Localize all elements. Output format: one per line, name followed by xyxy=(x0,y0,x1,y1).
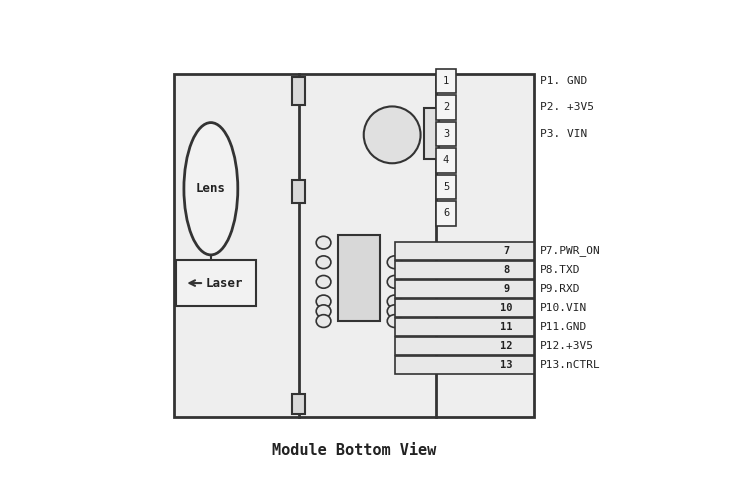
Text: P2. +3V5: P2. +3V5 xyxy=(540,102,594,113)
Bar xyxy=(292,180,305,204)
Text: P11.GND: P11.GND xyxy=(540,322,587,332)
Bar xyxy=(436,122,456,146)
Text: 4: 4 xyxy=(443,156,449,166)
Text: 9: 9 xyxy=(503,284,509,294)
Text: 11: 11 xyxy=(500,322,512,332)
Text: Laser: Laser xyxy=(206,276,244,289)
Ellipse shape xyxy=(387,305,402,318)
Ellipse shape xyxy=(387,276,402,288)
Bar xyxy=(436,148,456,172)
Bar xyxy=(394,356,534,374)
Bar xyxy=(174,74,534,416)
Ellipse shape xyxy=(387,256,402,268)
Bar xyxy=(436,68,456,93)
Bar xyxy=(394,299,534,317)
Text: Module Bottom View: Module Bottom View xyxy=(272,444,436,458)
Text: P3. VIN: P3. VIN xyxy=(540,129,587,139)
Bar xyxy=(436,95,456,120)
Text: 7: 7 xyxy=(503,246,509,256)
Ellipse shape xyxy=(387,295,402,308)
Bar xyxy=(436,201,456,226)
Text: P8.TXD: P8.TXD xyxy=(540,265,580,275)
Bar xyxy=(394,318,534,336)
Ellipse shape xyxy=(316,276,331,288)
Text: P13.nCTRL: P13.nCTRL xyxy=(540,360,601,370)
Ellipse shape xyxy=(316,305,331,318)
Ellipse shape xyxy=(316,295,331,308)
Text: P9.RXD: P9.RXD xyxy=(540,284,580,294)
Text: P7.PWR_ON: P7.PWR_ON xyxy=(540,246,601,256)
Text: 8: 8 xyxy=(503,265,509,275)
Ellipse shape xyxy=(184,122,238,255)
Bar xyxy=(292,394,305,414)
Bar xyxy=(436,174,456,199)
Bar xyxy=(394,280,534,298)
Bar xyxy=(338,236,380,321)
Bar xyxy=(394,242,534,260)
Text: 3: 3 xyxy=(443,129,449,139)
Text: 2: 2 xyxy=(443,102,449,113)
Bar xyxy=(394,337,534,355)
Bar xyxy=(176,260,256,306)
Text: 6: 6 xyxy=(443,208,449,218)
Text: 5: 5 xyxy=(443,182,449,192)
Bar xyxy=(292,77,305,106)
Text: 1: 1 xyxy=(443,76,449,86)
Bar xyxy=(394,261,534,279)
Text: Lens: Lens xyxy=(196,182,226,195)
Text: P10.VIN: P10.VIN xyxy=(540,303,587,313)
Text: P1. GND: P1. GND xyxy=(540,76,587,86)
Text: 13: 13 xyxy=(500,360,512,370)
Ellipse shape xyxy=(316,314,331,328)
Ellipse shape xyxy=(316,236,331,249)
Circle shape xyxy=(364,106,421,164)
Ellipse shape xyxy=(316,256,331,268)
Bar xyxy=(424,108,439,160)
Text: P12.+3V5: P12.+3V5 xyxy=(540,342,594,351)
Text: 10: 10 xyxy=(500,303,512,313)
Ellipse shape xyxy=(387,314,402,328)
Text: 12: 12 xyxy=(500,342,512,351)
